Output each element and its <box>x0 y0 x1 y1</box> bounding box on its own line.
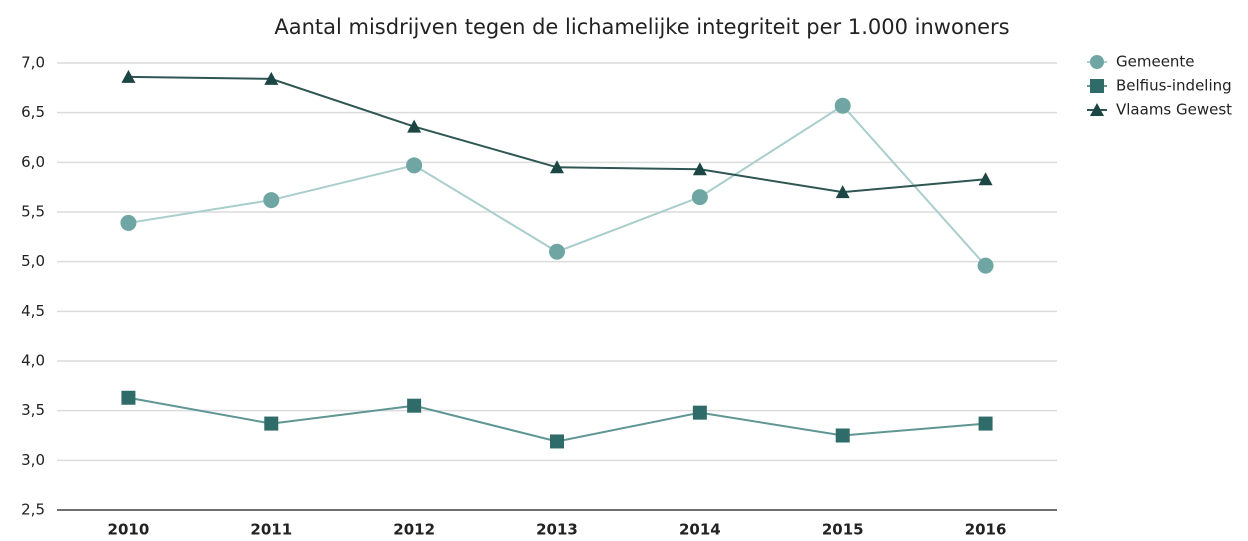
x-tick-label: 2011 <box>250 521 292 539</box>
legend-marker <box>1090 55 1104 69</box>
point <box>264 71 279 85</box>
point <box>120 214 137 231</box>
legend-label: Belfius-indeling <box>1116 77 1232 95</box>
point <box>978 172 993 186</box>
point <box>407 119 422 133</box>
y-tick-label: 3,5 <box>21 401 45 419</box>
y-tick-label: 4,0 <box>21 352 45 370</box>
point <box>977 257 994 274</box>
y-tick-label: 2,5 <box>21 501 45 519</box>
point <box>691 189 708 206</box>
x-tick-label: 2014 <box>679 521 721 539</box>
legend-marker <box>1090 103 1104 116</box>
x-tick-label: 2016 <box>965 521 1007 539</box>
y-tick-label: 7,0 <box>21 54 45 72</box>
y-tick-label: 4,5 <box>21 302 45 320</box>
x-tick-label: 2010 <box>108 521 150 539</box>
point <box>834 97 851 114</box>
x-tick-label: 2013 <box>536 521 578 539</box>
point <box>550 160 564 174</box>
y-tick-label: 3,0 <box>21 451 45 469</box>
y-tick-label: 6,5 <box>21 103 45 121</box>
series-line <box>128 75 986 194</box>
point <box>407 398 422 413</box>
legend-label: Gemeente <box>1116 53 1195 71</box>
point <box>121 390 136 405</box>
point <box>263 192 280 209</box>
y-tick-label: 5,5 <box>21 203 45 221</box>
y-tick-label: 5,0 <box>21 252 45 270</box>
legend-marker <box>1090 79 1104 93</box>
point <box>835 185 850 199</box>
point <box>549 243 565 260</box>
x-tick-label: 2012 <box>393 521 435 539</box>
point <box>121 69 136 83</box>
legend-label: Vlaams Gewest <box>1116 101 1232 119</box>
point <box>692 162 707 176</box>
point <box>264 416 279 431</box>
point <box>835 428 850 443</box>
point <box>550 434 564 449</box>
x-tick-label: 2015 <box>822 521 864 539</box>
point <box>692 405 707 420</box>
y-tick-label: 6,0 <box>21 153 45 171</box>
point <box>978 416 993 431</box>
point <box>406 157 423 174</box>
series-line <box>128 104 987 267</box>
chart-title: Aantal misdrijven tegen de lichamelijke … <box>274 15 1009 39</box>
